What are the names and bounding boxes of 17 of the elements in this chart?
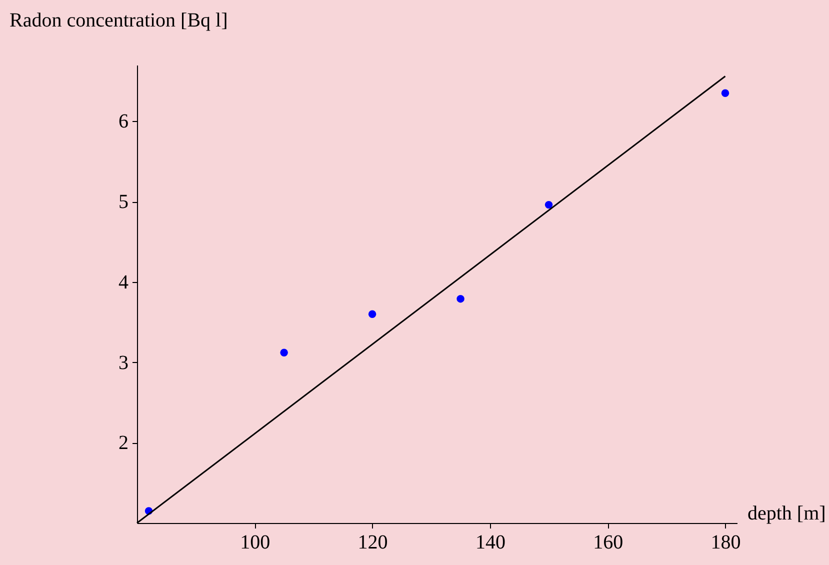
x-tick-label: 180 [710,532,741,554]
y-tick-label: 6 [118,110,128,133]
point [368,310,376,318]
x-tick-label: 120 [358,532,388,554]
point [456,294,464,303]
y-tick-label: 4 [118,271,128,294]
y-tick-label: 3 [118,352,128,374]
y-tick-label: 5 [118,191,128,214]
point [721,89,730,97]
point [544,200,553,209]
y-tick-label: 2 [118,432,128,454]
x-axis-title: depth [m] [748,502,826,524]
y-axis-title: Radon concentration [Bq l] [10,10,228,32]
point [280,348,288,357]
x-tick-label: 100 [240,532,270,554]
x-tick-label: 160 [593,532,624,554]
x-tick-label: 140 [475,532,506,554]
